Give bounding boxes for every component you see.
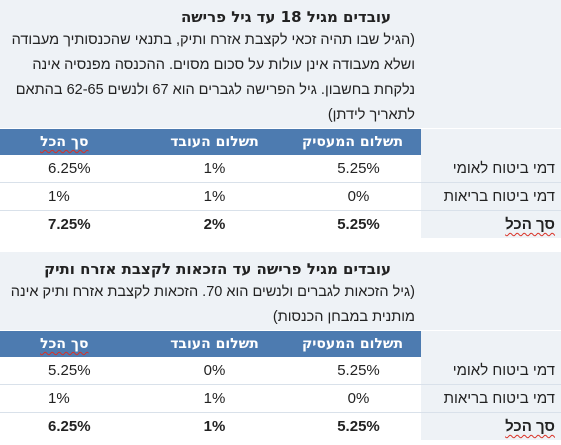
header-empty-cell <box>421 129 561 155</box>
employer-value: 5.25% <box>284 357 421 384</box>
row-label: דמי ביטוח לאומי <box>421 357 561 384</box>
total-label: סך הכל <box>505 418 555 435</box>
total-value: 1% <box>48 390 70 407</box>
header-employer: תשלום המעסיק <box>284 331 421 357</box>
header-employee: תשלום העובד <box>145 129 284 155</box>
column-header-row: תשלום המעסיק תשלום העובד סך הכל <box>0 129 561 155</box>
total-label: סך הכל <box>505 216 555 233</box>
table-row: דמי ביטוח בריאות 0% 1% 1% <box>0 182 561 210</box>
total-value: 6.25% <box>0 155 145 182</box>
table-title: עובדים מגיל 18 עד גיל פרישה <box>180 8 391 26</box>
employer-value: 5.25% <box>284 155 421 182</box>
table-title-area: עובדים מגיל 18 עד גיל פרישה (הגיל שבו תה… <box>0 0 421 128</box>
total-value: 6.25% <box>48 418 91 435</box>
column-header-row: תשלום המעסיק תשלום העובד סך הכל <box>0 331 561 357</box>
total-row: סך הכל 5.25% 1% 6.25% <box>0 412 561 440</box>
contributions-table-retirement-to-senior-pension: עובדים מגיל פרישה עד הזכאות לקצבת אזרח ו… <box>0 252 561 440</box>
row-label: דמי ביטוח לאומי <box>421 155 561 182</box>
total-value: 5.25% <box>0 357 145 384</box>
table-side-gutter <box>421 252 561 330</box>
row-label: סך הכל <box>421 211 561 238</box>
table-description: (הגיל שבו תהיה זכאי לקצבת אזרח ותיק, בתנ… <box>11 32 415 123</box>
table-row: דמי ביטוח לאומי 5.25% 0% 5.25% <box>0 357 561 384</box>
table-row: דמי ביטוח בריאות 0% 1% 1% <box>0 384 561 412</box>
table-title-area: עובדים מגיל פרישה עד הזכאות לקצבת אזרח ו… <box>0 252 421 330</box>
table-title: עובדים מגיל פרישה עד הזכאות לקצבת אזרח ו… <box>44 260 391 278</box>
employer-value: 0% <box>347 390 370 407</box>
employee-value: 0% <box>145 357 284 384</box>
total-row: סך הכל 5.25% 2% 7.25% <box>0 210 561 238</box>
header-empty-cell <box>421 331 561 357</box>
header-total-label: סך הכל <box>40 336 89 352</box>
header-employer: תשלום המעסיק <box>284 129 421 155</box>
header-employee: תשלום העובד <box>145 331 284 357</box>
contributions-table-workers-18-to-retirement: עובדים מגיל 18 עד גיל פרישה (הגיל שבו תה… <box>0 0 561 238</box>
header-total-label: סך הכל <box>40 134 89 150</box>
total-value: 7.25% <box>48 216 91 233</box>
employee-value: 1% <box>203 418 226 435</box>
employee-value: 1% <box>203 390 226 407</box>
row-label: דמי ביטוח בריאות <box>421 183 561 210</box>
row-label: דמי ביטוח בריאות <box>421 385 561 412</box>
table-side-gutter <box>421 0 561 128</box>
table-header-block: עובדים מגיל פרישה עד הזכאות לקצבת אזרח ו… <box>0 252 561 330</box>
header-total: סך הכל <box>0 331 145 357</box>
employee-value: 1% <box>145 155 284 182</box>
employer-value: 0% <box>347 188 370 205</box>
table-description: (גיל הזכאות לגברים ולנשים הוא 70. הזכאות… <box>10 284 415 325</box>
employee-value: 1% <box>203 188 226 205</box>
header-total: סך הכל <box>0 129 145 155</box>
table-header-block: עובדים מגיל 18 עד גיל פרישה (הגיל שבו תה… <box>0 0 561 128</box>
table-row: דמי ביטוח לאומי 5.25% 1% 6.25% <box>0 155 561 182</box>
employee-value: 2% <box>203 216 226 233</box>
employer-value: 5.25% <box>337 216 380 233</box>
total-value: 1% <box>48 188 70 205</box>
employer-value: 5.25% <box>337 418 380 435</box>
row-label: סך הכל <box>421 413 561 440</box>
